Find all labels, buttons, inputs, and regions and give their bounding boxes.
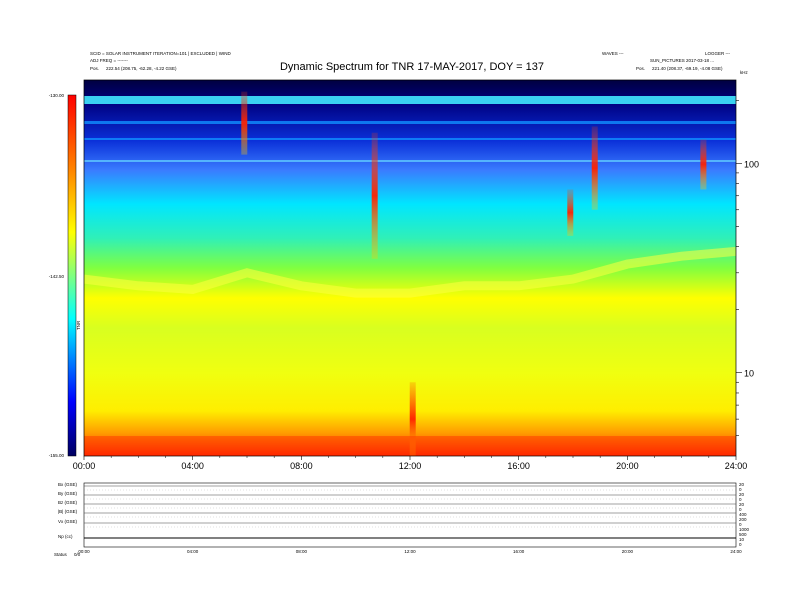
colorbar-tick-label: -130.00	[49, 93, 65, 98]
header-right-pos-value: 221.40 (208.37, -69.19, -4.08 GSE)	[652, 66, 723, 71]
parameter-panel-frame	[83, 482, 737, 548]
interference-band	[84, 96, 736, 104]
radio-bursts	[241, 91, 707, 456]
y-unit-label: kHz	[740, 70, 748, 75]
param-right-tick: 0	[739, 497, 742, 502]
param-right-tick: 400	[739, 512, 747, 517]
param-right-tick: 20	[739, 502, 745, 507]
y-tick-label: 100	[744, 159, 759, 169]
header-right-line2: SUN_PICTURES 2017-03-18 ...	[650, 58, 714, 63]
parameter-x-tick-label: 24:00	[730, 549, 742, 554]
x-tick-label: 04:00	[181, 461, 204, 471]
x-tick-label: 24:00	[725, 461, 748, 471]
status-label: Status	[54, 552, 68, 557]
y-tick-label: 10	[744, 369, 754, 379]
parameter-x-tick-label: 12:00	[404, 549, 416, 554]
parameter-x-tick-label: 08:00	[296, 549, 308, 554]
header-right-pos-label: Pos.	[636, 66, 645, 71]
param-label: Np (cc)	[58, 534, 73, 539]
parameter-panel: Bx (GSE) By (GSE) Bz (GSE) |B| (GSE) Vx …	[54, 482, 750, 557]
spectrogram-plot	[84, 80, 736, 456]
plasma-line-band	[84, 246, 736, 298]
param-label: Bz (GSE)	[58, 500, 78, 505]
colorbar-tick-label: -155.00	[49, 453, 65, 458]
interference-band	[84, 138, 736, 140]
interference-band	[84, 160, 736, 162]
colorbar-label: TNR	[76, 320, 81, 330]
param-right-tick: 1000	[739, 527, 750, 532]
param-right-tick: 20	[739, 482, 745, 487]
param-right-tick: 0	[739, 542, 742, 547]
param-right-tick: 0	[739, 487, 742, 492]
header-right-corner: LOGGER ---	[705, 51, 731, 56]
x-tick-label: 16:00	[507, 461, 530, 471]
param-right-tick: 500	[739, 532, 747, 537]
radio-burst	[241, 91, 248, 155]
param-label: By (GSE)	[58, 491, 78, 496]
parameter-x-tick-label: 00:00	[78, 549, 90, 554]
header-left-pos-label: Pos.	[90, 66, 99, 71]
header-left-line2: ADJ FREQ = -------	[90, 58, 128, 63]
param-right-tick: 200	[739, 517, 747, 522]
low-frequency-band	[84, 436, 736, 456]
radio-burst	[591, 126, 598, 210]
x-tick-label: 20:00	[616, 461, 639, 471]
radio-burst	[409, 382, 416, 456]
parameter-traces	[84, 485, 736, 539]
header-right-line1: WAVES ---	[602, 51, 624, 56]
parameter-x-tick-label: 20:00	[622, 549, 634, 554]
status-value: 0/0	[74, 552, 81, 557]
frequency-axis	[736, 99, 742, 437]
param-right-tick: 0	[739, 522, 742, 527]
param-right-tick: 0	[739, 507, 742, 512]
x-tick-label: 00:00	[73, 461, 96, 471]
header-left-line1: SCID = SOLAR INSTRUMENT ITERATION=101 | …	[90, 51, 231, 56]
param-label: Bx (GSE)	[58, 482, 78, 487]
parameter-time-axis: 00:00 04:00 08:00 12:00 16:00 20:00 24:00	[78, 549, 742, 554]
param-label: Vx (GSE)	[58, 519, 78, 524]
radio-burst	[371, 132, 378, 259]
colorbar-tick-label: -142.50	[49, 274, 65, 279]
parameter-x-tick-label: 04:00	[187, 549, 199, 554]
param-label: |B| (GSE)	[58, 509, 78, 514]
x-tick-label: 12:00	[399, 461, 422, 471]
param-right-tick: 10	[739, 537, 745, 542]
colorbar	[67, 94, 77, 457]
header-left-pos-value: 222.54 (208.75, -62.28, -4.22 GSE)	[106, 66, 177, 71]
time-axis: 00:00 04:00 08:00 12:00 16:00 20:00 24:00	[73, 456, 748, 471]
x-tick-label: 08:00	[290, 461, 313, 471]
radio-burst	[700, 139, 707, 190]
chart-title: Dynamic Spectrum for TNR 17-MAY-2017, DO…	[280, 61, 544, 73]
param-right-tick: 20	[739, 492, 745, 497]
radio-burst	[567, 189, 574, 236]
interference-band	[84, 121, 736, 124]
parameter-x-tick-label: 16:00	[513, 549, 525, 554]
